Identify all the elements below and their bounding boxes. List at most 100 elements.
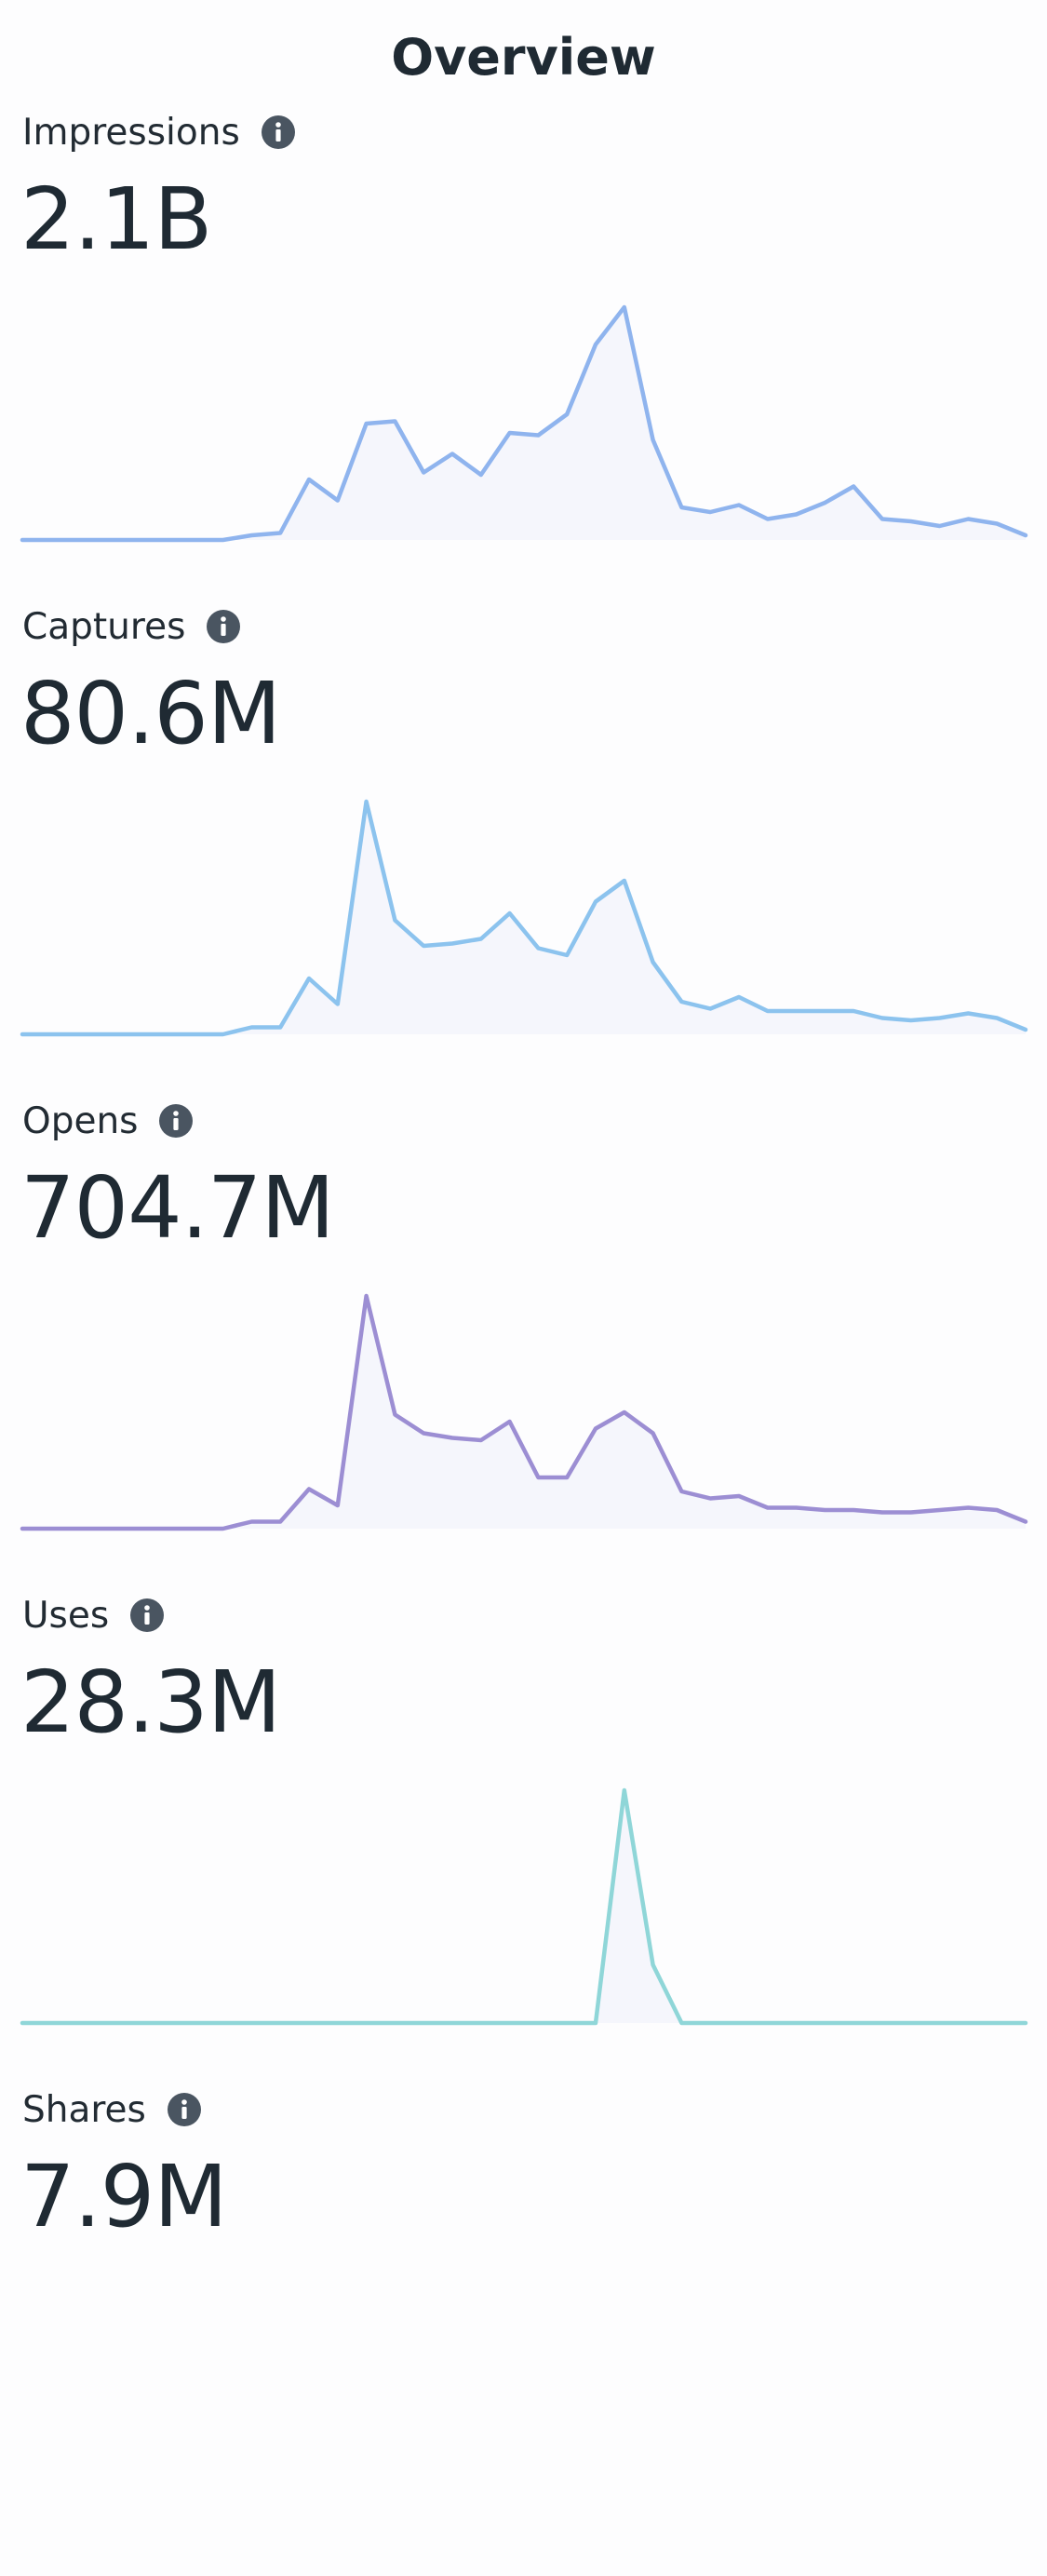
sparkline-point (393, 2021, 396, 2025)
sparkline-point (508, 2021, 512, 2025)
sparkline-chart (20, 1293, 1028, 1531)
sparkline-point (479, 2021, 483, 2025)
sparkline-point (278, 2021, 282, 2025)
sparkline-point (307, 2021, 311, 2025)
sparkline-point (1024, 1520, 1027, 1524)
sparkline-point (909, 2021, 913, 2025)
sparkline-point (623, 879, 626, 883)
sparkline-point (938, 1017, 942, 1020)
sparkline-point (708, 510, 712, 514)
sparkline-point (766, 2021, 770, 2025)
sparkline-point (193, 1527, 196, 1531)
sparkline-point (193, 1032, 196, 1036)
sparkline-chart (20, 799, 1028, 1037)
sparkline-point (852, 485, 855, 489)
info-icon[interactable] (158, 1103, 194, 1139)
sparkline-point (1024, 2021, 1027, 2025)
sparkline-point (708, 1497, 712, 1501)
sparkline-point (193, 2021, 196, 2025)
sparkline-point (336, 2021, 340, 2025)
sparkline-point (909, 1511, 913, 1515)
metric-value: 2.1B (20, 169, 212, 269)
sparkline-point (450, 942, 454, 946)
sparkline-point (880, 2021, 884, 2025)
sparkline-point (880, 1511, 884, 1515)
sparkline-point (536, 947, 540, 951)
sparkline-point (966, 1506, 970, 1510)
info-icon[interactable] (261, 115, 296, 150)
sparkline-point (565, 412, 569, 416)
sparkline-point (393, 420, 396, 424)
sparkline-point (508, 911, 512, 915)
sparkline-point (795, 2021, 799, 2025)
sparkline-point (249, 1026, 253, 1030)
sparkline-point (880, 1017, 884, 1020)
sparkline-point (995, 2021, 999, 2025)
sparkline-point (795, 1506, 799, 1510)
sparkline-point (737, 995, 741, 999)
metric-opens: Opens 704.7M (0, 1093, 1047, 1587)
sparkline-point (78, 538, 82, 542)
sparkline-point (594, 900, 597, 904)
sparkline-point (565, 1476, 569, 1479)
sparkline-point (651, 1963, 655, 1967)
sparkline-point (679, 506, 683, 509)
sparkline-point (966, 1012, 970, 1016)
sparkline-point (651, 961, 655, 964)
info-icon[interactable] (167, 2092, 202, 2127)
sparkline-point (221, 1527, 225, 1531)
metric-header: Impressions (22, 104, 296, 160)
sparkline-point (49, 538, 53, 542)
sparkline-point (164, 1032, 168, 1036)
sparkline-point (422, 1432, 425, 1436)
sparkline-point (49, 1032, 53, 1036)
sparkline-point (20, 538, 24, 542)
sparkline-point (450, 2021, 454, 2025)
info-icon[interactable] (206, 609, 241, 644)
sparkline-point (164, 2021, 168, 2025)
sparkline-point (20, 2021, 24, 2025)
sparkline-point (737, 504, 741, 507)
sparkline-point (823, 1508, 826, 1512)
sparkline-point (422, 2021, 425, 2025)
sparkline-point (823, 501, 826, 505)
sparkline-point (623, 1788, 626, 1792)
sparkline-point (249, 2021, 253, 2025)
sparkline-chart (20, 304, 1028, 543)
sparkline-point (221, 2021, 225, 2025)
sparkline-point (565, 2021, 569, 2025)
info-icon[interactable] (129, 1598, 165, 1633)
sparkline-line (20, 304, 1028, 543)
sparkline-point (164, 538, 168, 542)
sparkline-point (78, 1032, 82, 1036)
sparkline-point (823, 1009, 826, 1013)
metric-header: Opens (22, 1093, 194, 1149)
page-title: Overview (391, 28, 656, 87)
metric-label: Uses (22, 1594, 110, 1637)
sparkline-point (508, 1420, 512, 1423)
sparkline-point (565, 953, 569, 957)
sparkline-point (336, 1003, 340, 1006)
metric-value: 28.3M (20, 1652, 281, 1752)
sparkline-point (249, 533, 253, 537)
sparkline-point (479, 1438, 483, 1442)
metric-uses: Uses 28.3M (0, 1587, 1047, 2082)
sparkline-point (164, 1527, 168, 1531)
sparkline-point (594, 343, 597, 346)
sparkline-point (450, 452, 454, 456)
sparkline-point (938, 524, 942, 528)
sparkline-point (766, 518, 770, 521)
sparkline-point (852, 1009, 855, 1013)
sparkline-point (336, 1504, 340, 1507)
sparkline-point (106, 2021, 110, 2025)
sparkline-point (623, 1410, 626, 1414)
sparkline-area (22, 1790, 1026, 2023)
sparkline-point (78, 1527, 82, 1531)
sparkline-point (106, 1032, 110, 1036)
sparkline-line (20, 799, 1028, 1037)
sparkline-point (307, 1488, 311, 1491)
sparkline-point (909, 519, 913, 523)
sparkline-point (1024, 1028, 1027, 1032)
sparkline-point (823, 2021, 826, 2025)
sparkline-point (479, 473, 483, 477)
